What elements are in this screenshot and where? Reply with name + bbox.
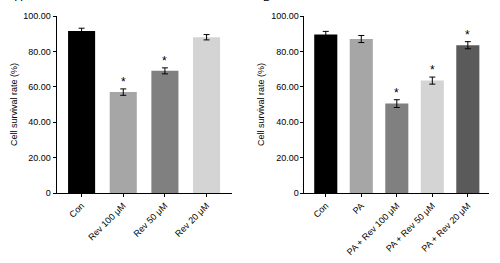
svg-text:PA + Rev 50 μM: PA + Rev 50 μM: [384, 201, 437, 254]
svg-text:*: *: [121, 75, 126, 89]
svg-text:0: 0: [294, 188, 299, 198]
svg-text:20.00: 20.00: [28, 153, 51, 163]
svg-text:60.00: 60.00: [28, 82, 51, 92]
svg-text:*: *: [394, 86, 399, 100]
svg-text:Con: Con: [67, 201, 86, 220]
svg-text:40.00: 40.00: [276, 117, 299, 127]
svg-text:A: A: [15, 0, 23, 3]
svg-text:0: 0: [46, 188, 51, 198]
svg-text:*: *: [162, 54, 167, 68]
svg-text:PA: PA: [351, 201, 366, 216]
svg-text:Rev 50 μM: Rev 50 μM: [132, 201, 170, 239]
svg-text:Cell survival rate (%): Cell survival rate (%): [256, 63, 266, 146]
svg-text:*: *: [430, 63, 435, 77]
svg-text:Con: Con: [312, 201, 331, 220]
svg-text:PA + Rev 20 μM: PA + Rev 20 μM: [420, 201, 473, 254]
svg-text:Cell survival rate (%): Cell survival rate (%): [9, 63, 19, 146]
svg-text:80.00: 80.00: [28, 47, 51, 57]
svg-text:*: *: [465, 28, 470, 42]
svg-text:Rev 20 μM: Rev 20 μM: [173, 201, 211, 239]
svg-text:20.00: 20.00: [276, 153, 299, 163]
svg-text:PA + Rev 100 μM: PA + Rev 100 μM: [345, 201, 401, 257]
svg-text:Rev 100 μM: Rev 100 μM: [86, 201, 128, 243]
svg-text:B: B: [263, 0, 270, 3]
svg-text:100.00: 100.00: [271, 11, 299, 21]
svg-text:60.00: 60.00: [276, 82, 299, 92]
svg-text:40.00: 40.00: [28, 117, 51, 127]
svg-text:80.00: 80.00: [276, 47, 299, 57]
svg-text:100.00: 100.00: [23, 11, 51, 21]
